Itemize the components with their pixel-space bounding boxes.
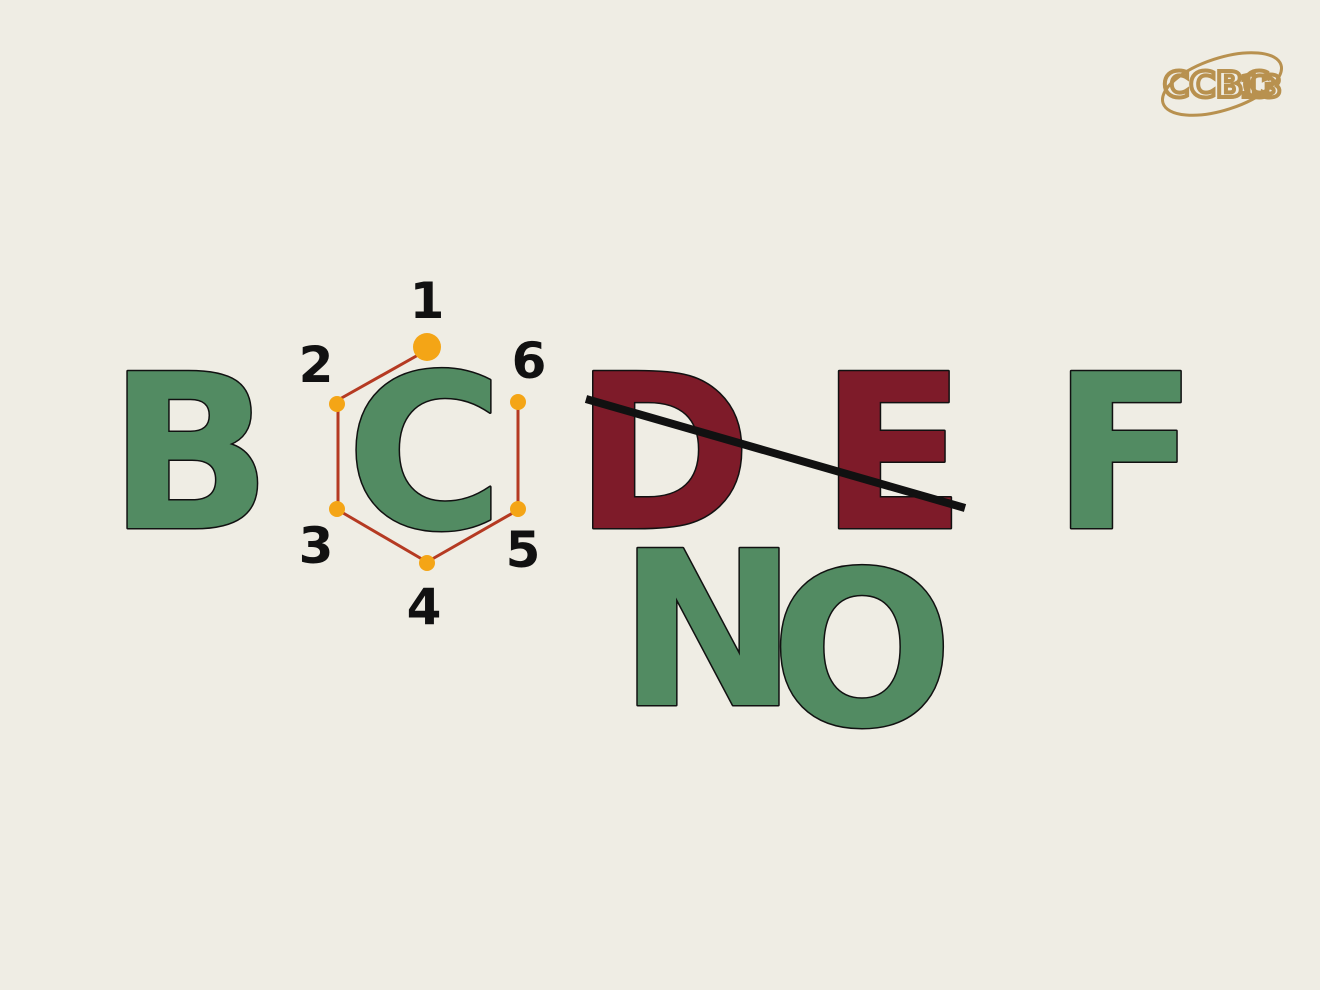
letter-b: B [108, 328, 272, 579]
atom-4 [419, 555, 435, 571]
number-6: 6 [512, 332, 547, 390]
letter-n: N [618, 505, 798, 756]
bond-3-4 [337, 508, 428, 564]
atom-3 [329, 501, 345, 517]
strike-through-line [584, 395, 967, 512]
atom-1 [413, 333, 441, 361]
number-5: 5 [506, 521, 541, 579]
logo-text: CCBC [1163, 65, 1270, 106]
letter-o: O [771, 525, 954, 776]
number-3: 3 [299, 517, 334, 575]
letter-f: F [1052, 328, 1199, 579]
atom-2 [329, 396, 345, 412]
logo: CCBC 13 [1160, 51, 1284, 117]
number-4: 4 [407, 578, 442, 636]
bond-4-5 [426, 508, 519, 564]
logo-orbit [1160, 51, 1284, 117]
atom-5 [510, 501, 526, 517]
hexagon-ring [329, 333, 526, 571]
logo-suffix: 13 [1240, 70, 1282, 105]
letter-c: C [346, 328, 504, 579]
letter-e: E [820, 328, 967, 579]
bond-1-2 [337, 348, 428, 402]
atom-6 [510, 394, 526, 410]
number-2: 2 [299, 336, 334, 394]
letter-d: D [574, 328, 752, 579]
number-1: 1 [410, 272, 445, 330]
ring-numbers: 1 2 3 4 5 6 [299, 272, 547, 636]
